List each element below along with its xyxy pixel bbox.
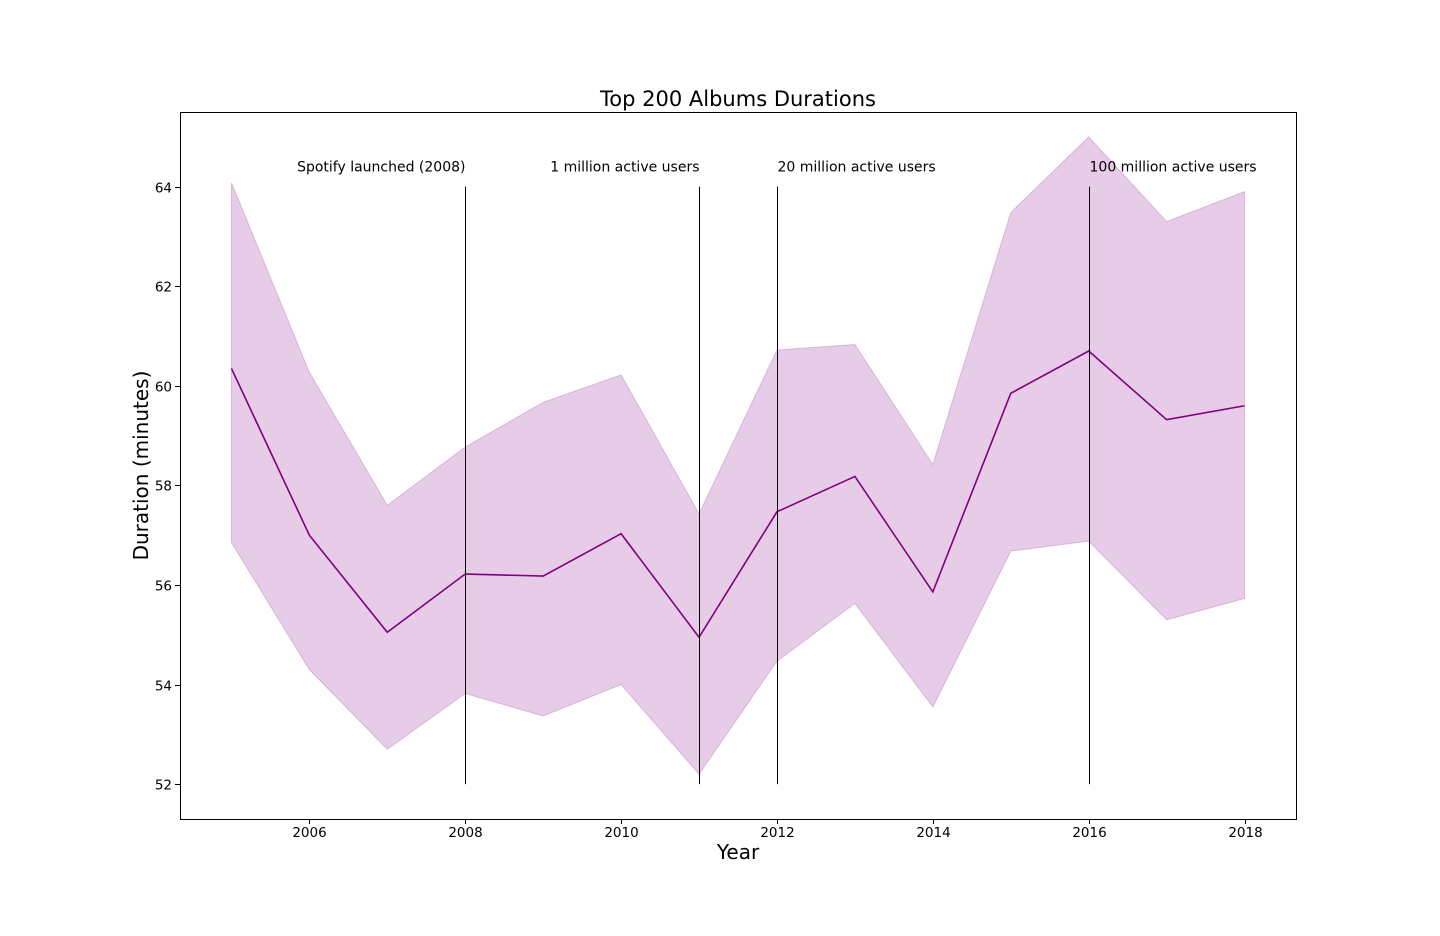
x-tick-label: 2018 [1228, 825, 1262, 841]
x-tick-label: 2012 [760, 825, 794, 841]
y-tick-label: 54 [155, 679, 172, 695]
annotation-label: Spotify launched (2008) [297, 160, 465, 176]
y-tick-label: 62 [155, 280, 172, 296]
x-tick-label: 2010 [604, 825, 638, 841]
y-tick-label: 56 [155, 579, 172, 595]
y-axis-ticks: 52 54 56 58 60 62 64 [155, 181, 180, 794]
annotation-label: 100 million active users [1090, 160, 1257, 176]
y-tick-label: 52 [155, 778, 172, 794]
y-tick-label: 58 [155, 479, 172, 495]
x-tick-label: 2014 [916, 825, 950, 841]
annotation-label: 20 million active users [778, 160, 936, 176]
annotation-layer: Spotify launched (2008) 1 million active … [297, 160, 1257, 785]
y-axis-title: Duration (minutes) [129, 371, 153, 561]
series-line [230, 350, 1245, 639]
annotation-label: 1 million active users [550, 160, 699, 176]
x-tick-label: 2008 [448, 825, 482, 841]
x-tick-label: 2006 [292, 825, 326, 841]
plot-frame [180, 112, 1297, 820]
confidence-band [230, 136, 1246, 776]
x-axis-title: Year [716, 840, 760, 864]
y-tick-label: 64 [155, 181, 172, 197]
x-tick-label: 2016 [1072, 825, 1106, 841]
x-axis-ticks: 2006 2008 2010 2012 2014 2016 2018 [292, 819, 1263, 841]
series-line-layer [230, 350, 1245, 639]
confidence-band-layer [230, 136, 1246, 776]
chart-title: Top 200 Albums Durations [599, 87, 876, 111]
y-tick-label: 60 [155, 380, 172, 396]
